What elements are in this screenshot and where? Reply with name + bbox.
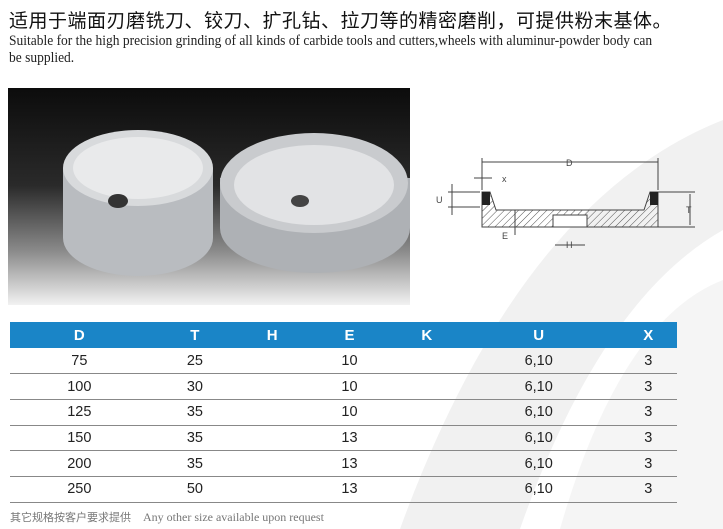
cell-x: 3 [619,450,677,477]
cell-e: 13 [303,476,396,503]
label-x: x [502,174,507,184]
cell-e: 10 [303,373,396,400]
cell-h [241,348,304,375]
specification-table: D T H E K U X 75 25 10 6,10 3 100 30 10 6,10 3 125… [10,322,677,503]
cell-k [395,476,458,503]
cell-t: 25 [148,348,242,375]
col-h: H [241,322,304,348]
col-k: K [395,322,458,348]
cell-e: 13 [303,425,396,452]
cell-u: 6,10 [457,425,620,452]
cell-x: 3 [619,348,677,375]
cell-d: 100 [10,373,149,400]
table-row: 125 35 10 6,10 3 [10,399,677,426]
label-h: H [566,240,573,250]
cell-d: 250 [10,476,149,503]
wheel-right [220,133,410,273]
cell-h [241,476,304,503]
col-d: D [10,322,149,348]
cell-u: 6,10 [457,373,620,400]
table-row: 100 30 10 6,10 3 [10,373,677,400]
cell-d: 200 [10,450,149,477]
cell-h [241,450,304,477]
col-t: T [148,322,242,348]
col-e: E [303,322,396,348]
cell-t: 50 [148,476,242,503]
cell-t: 35 [148,450,242,477]
table-row: 75 25 10 6,10 3 [10,348,677,375]
label-e: E [502,231,508,241]
note-en: Any other size available upon request [143,510,324,524]
cell-t: 35 [148,399,242,426]
note-cn: 其它规格按客户要求提供 [10,512,131,524]
col-x: X [619,322,677,348]
cell-x: 3 [619,476,677,503]
product-photo [8,88,410,305]
cell-h [241,399,304,426]
cell-d: 75 [10,348,149,375]
table-row: 200 35 13 6,10 3 [10,450,677,477]
table-row: 250 50 13 6,10 3 [10,476,677,503]
cell-d: 150 [10,425,149,452]
cell-u: 6,10 [457,399,620,426]
cell-k [395,425,458,452]
title-english: Suitable for the high precision grinding… [9,33,653,66]
label-d: D [566,158,573,168]
col-u: U [457,322,620,348]
cell-x: 3 [619,399,677,426]
title-chinese: 适用于端面刃磨铣刀、铰刀、扩孔钻、拉刀等的精密磨削，可提供粉末基体。 [9,11,673,32]
cell-d: 125 [10,399,149,426]
table-row: 150 35 13 6,10 3 [10,425,677,452]
cell-x: 3 [619,373,677,400]
cell-u: 6,10 [457,450,620,477]
label-t: T [686,205,692,215]
cell-k [395,399,458,426]
cell-h [241,373,304,400]
cell-e: 10 [303,399,396,426]
wheel-cross-section-diagram: D x U T E H [436,158,695,250]
cell-h [241,425,304,452]
table-header-row: D T H E K U X [10,322,677,348]
cell-k [395,348,458,375]
cell-x: 3 [619,425,677,452]
cell-u: 6,10 [457,348,620,375]
cell-e: 10 [303,348,396,375]
label-u: U [436,195,443,205]
wheel-left [63,130,213,276]
cell-t: 30 [148,373,242,400]
cell-k [395,373,458,400]
cell-u: 6,10 [457,476,620,503]
footnote: 其它规格按客户要求提供 Any other size available upon… [10,509,324,525]
cell-t: 35 [148,425,242,452]
cell-k [395,450,458,477]
cell-e: 13 [303,450,396,477]
